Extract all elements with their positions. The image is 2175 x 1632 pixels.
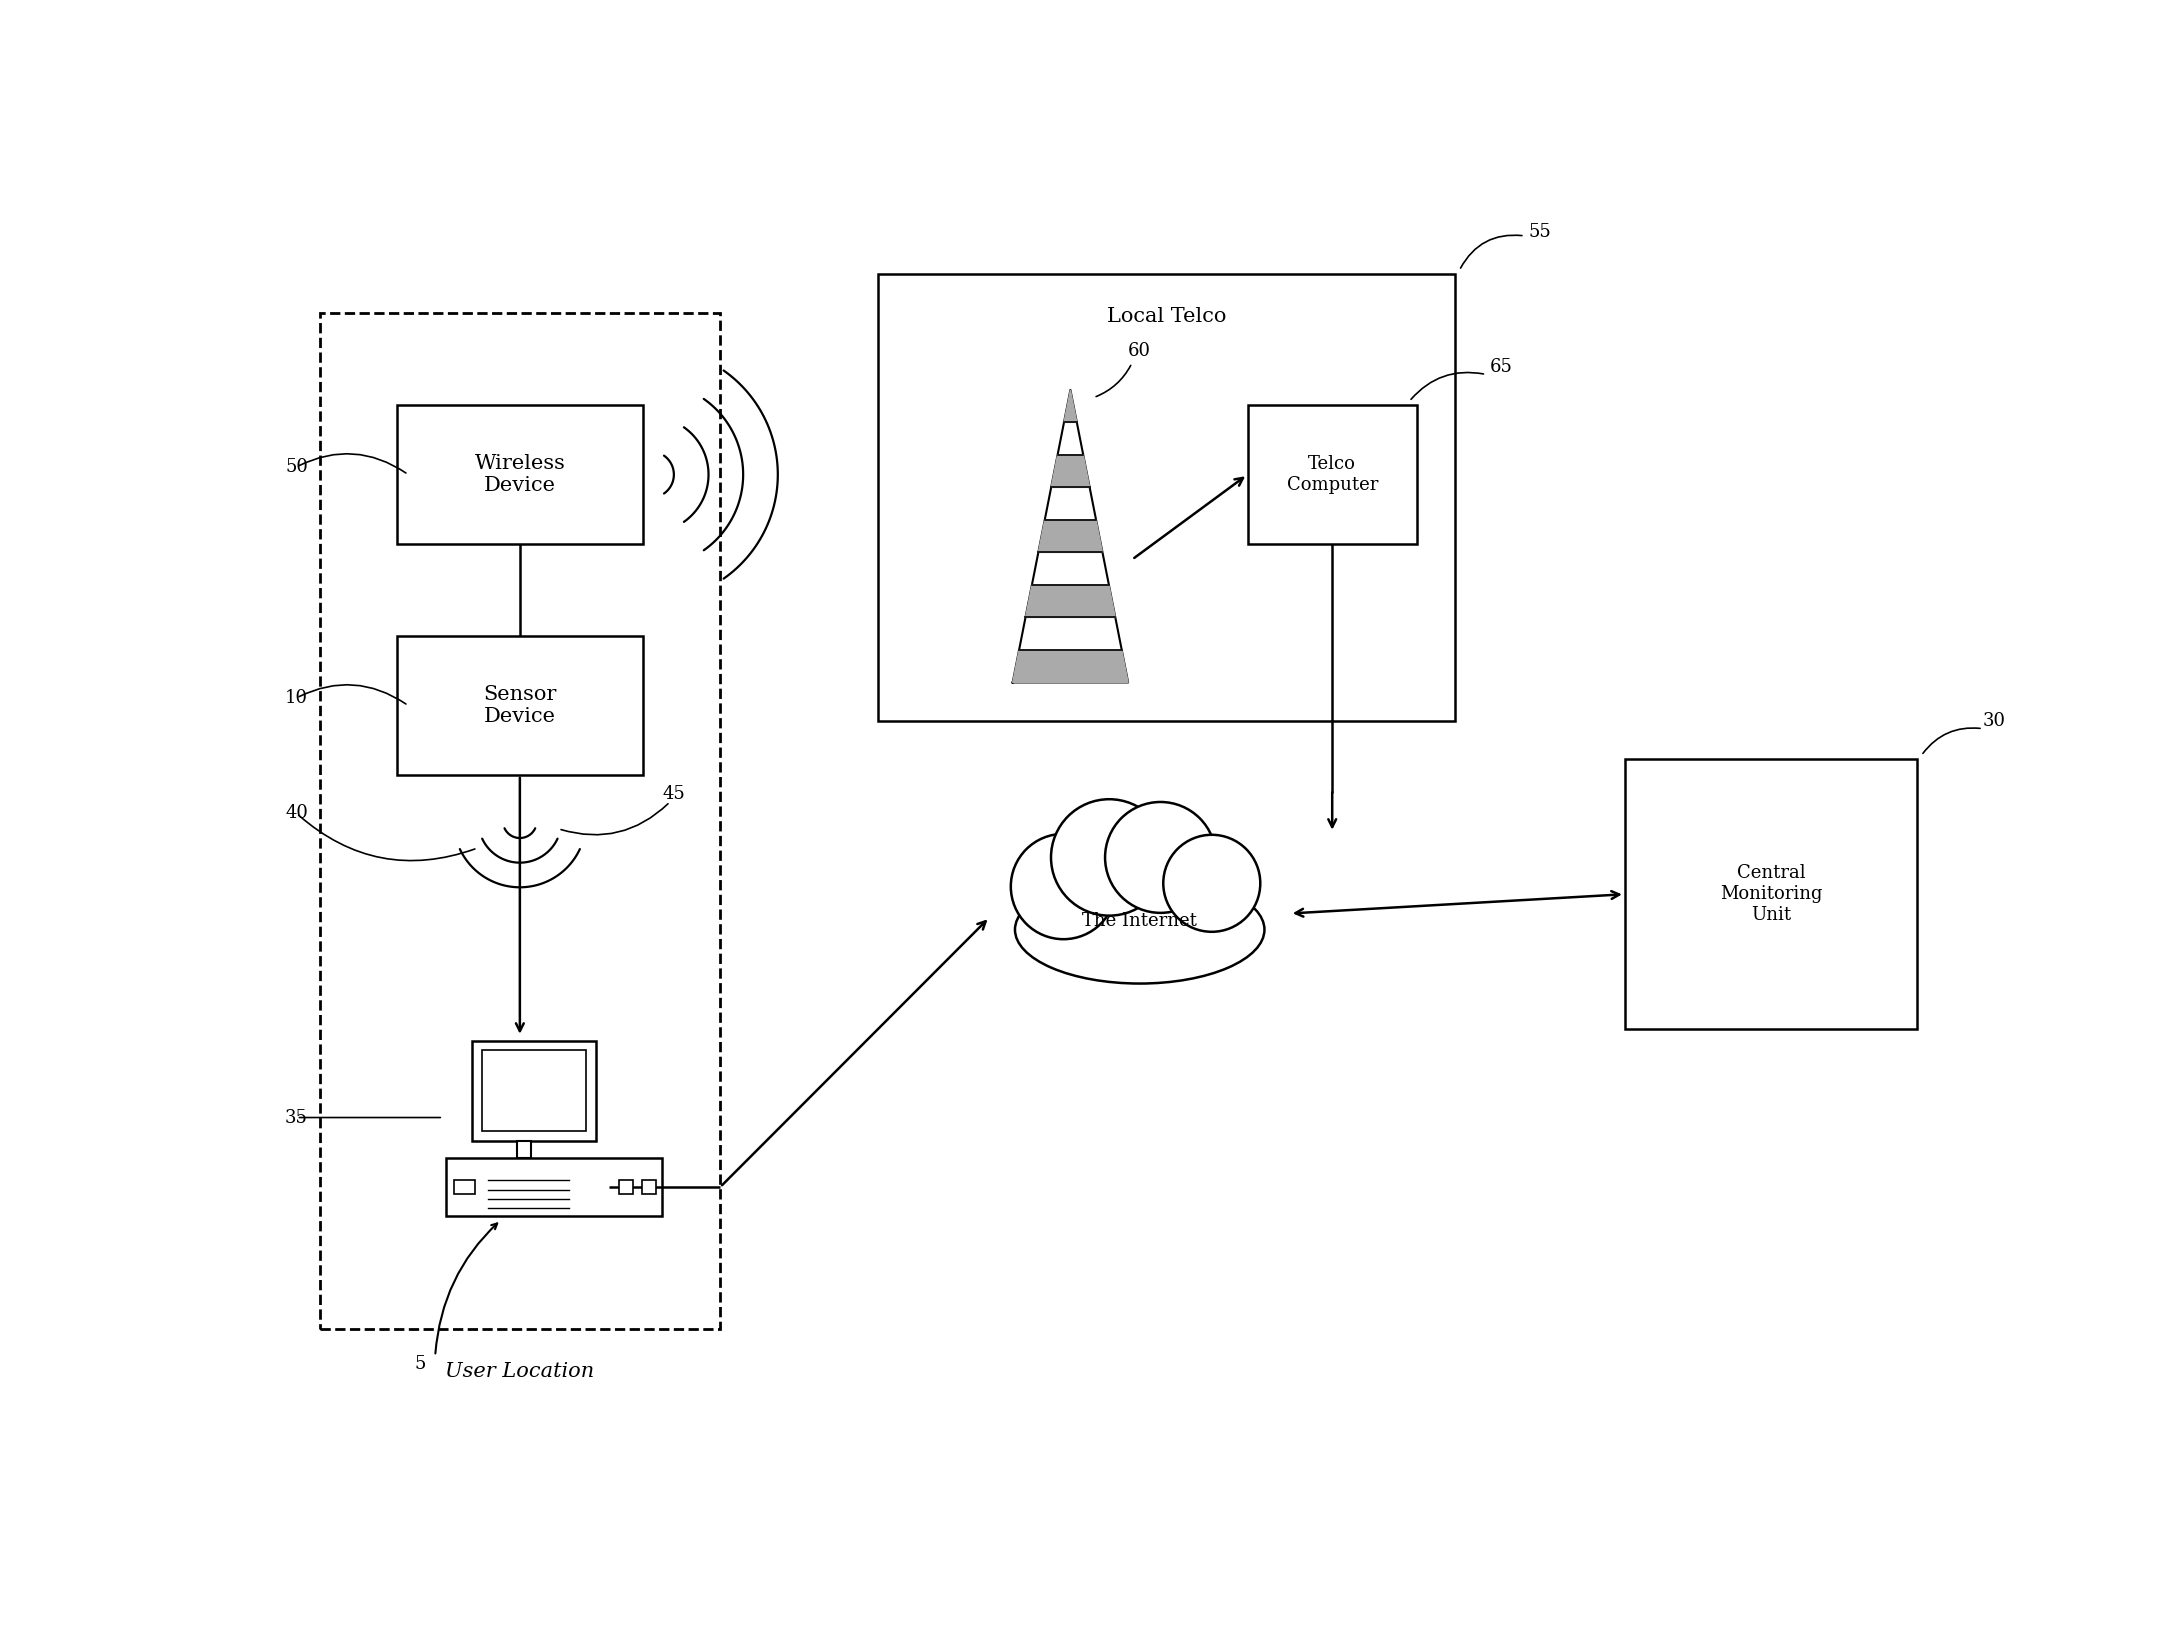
Text: 50: 50: [285, 459, 309, 477]
Circle shape: [1051, 800, 1168, 916]
Text: 30: 30: [1984, 712, 2005, 730]
Circle shape: [1011, 834, 1116, 938]
Text: User Location: User Location: [446, 1363, 594, 1381]
Text: Central
Monitoring
Unit: Central Monitoring Unit: [1720, 865, 1823, 924]
Bar: [518, 1141, 531, 1157]
Bar: [1625, 759, 1918, 1030]
Polygon shape: [1024, 584, 1116, 617]
Bar: [879, 274, 1455, 721]
Polygon shape: [1051, 455, 1090, 488]
Bar: [620, 1180, 633, 1195]
Circle shape: [1105, 801, 1216, 912]
Polygon shape: [1014, 650, 1129, 682]
Text: 10: 10: [285, 689, 309, 707]
Text: Telco
Computer: Telco Computer: [1288, 455, 1379, 494]
Polygon shape: [1064, 390, 1077, 423]
Bar: [455, 1180, 474, 1195]
Bar: [396, 636, 644, 775]
Text: 60: 60: [1129, 343, 1151, 361]
Bar: [481, 1049, 587, 1131]
Text: Wireless
Device: Wireless Device: [474, 454, 566, 494]
Circle shape: [1164, 836, 1259, 932]
Ellipse shape: [1016, 876, 1264, 984]
Text: 65: 65: [1490, 357, 1514, 375]
Bar: [1248, 405, 1416, 543]
Text: The Internet: The Internet: [1083, 912, 1196, 930]
Bar: [396, 405, 644, 543]
Polygon shape: [1037, 521, 1103, 553]
Polygon shape: [1014, 390, 1129, 682]
Text: Sensor
Device: Sensor Device: [483, 685, 557, 726]
Text: 45: 45: [663, 785, 685, 803]
Text: 40: 40: [285, 805, 309, 823]
Bar: [472, 1041, 596, 1141]
Bar: [642, 1180, 657, 1195]
Text: 5: 5: [413, 1355, 426, 1373]
Bar: [446, 1159, 661, 1216]
Text: 55: 55: [1529, 224, 1551, 242]
Text: 35: 35: [285, 1108, 309, 1126]
Text: Local Telco: Local Telco: [1107, 307, 1227, 326]
Bar: [320, 313, 720, 1330]
